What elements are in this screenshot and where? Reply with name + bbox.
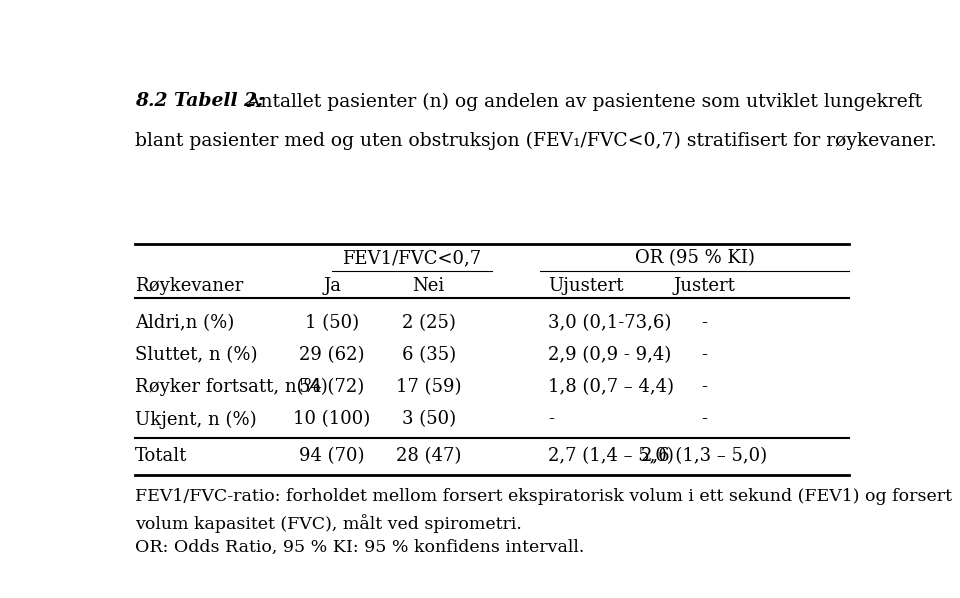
Text: 2,6 (1,3 – 5,0): 2,6 (1,3 – 5,0) <box>641 447 767 465</box>
Text: Nei: Nei <box>413 277 444 295</box>
Text: -: - <box>701 410 707 428</box>
Text: Ukjent, n (%): Ukjent, n (%) <box>134 410 256 429</box>
Text: volum kapasitet (FVC), målt ved spirometri.: volum kapasitet (FVC), målt ved spiromet… <box>134 514 521 533</box>
Text: FEV1/FVC-ratio: forholdet mellom forsert ekspiratorisk volum i ett sekund (FEV1): FEV1/FVC-ratio: forholdet mellom forsert… <box>134 489 952 505</box>
Text: 2 (25): 2 (25) <box>402 314 456 332</box>
Text: 1,8 (0,7 – 4,4): 1,8 (0,7 – 4,4) <box>548 378 674 396</box>
Text: -: - <box>701 314 707 332</box>
Text: 10 (100): 10 (100) <box>294 410 371 428</box>
Text: 54 (72): 54 (72) <box>300 378 365 396</box>
Text: 17 (59): 17 (59) <box>396 378 462 396</box>
Text: Røykevaner: Røykevaner <box>134 277 243 295</box>
Text: -: - <box>548 410 554 428</box>
Text: 2,9 (0,9 - 9,4): 2,9 (0,9 - 9,4) <box>548 346 671 364</box>
Text: 94 (70): 94 (70) <box>300 447 365 465</box>
Text: Sluttet, n (%): Sluttet, n (%) <box>134 346 257 364</box>
Text: 28 (47): 28 (47) <box>396 447 462 465</box>
Text: OR (95 % KI): OR (95 % KI) <box>635 249 755 267</box>
Text: -: - <box>701 378 707 396</box>
Text: -: - <box>701 346 707 364</box>
Text: 8.2 Tabell 2:: 8.2 Tabell 2: <box>134 93 264 111</box>
Text: Totalt: Totalt <box>134 447 187 465</box>
Text: Ja: Ja <box>323 277 341 295</box>
Text: 29 (62): 29 (62) <box>300 346 365 364</box>
Text: 2,7 (1,4 – 5,0): 2,7 (1,4 – 5,0) <box>548 447 674 465</box>
Text: 1 (50): 1 (50) <box>305 314 359 332</box>
Text: blant pasienter med og uten obstruksjon (FEV₁/FVC<0,7) stratifisert for røykevan: blant pasienter med og uten obstruksjon … <box>134 132 937 150</box>
Text: Aldri,n (%): Aldri,n (%) <box>134 314 234 332</box>
Text: Antallet pasienter (n) og andelen av pasientene som utviklet lungekreft: Antallet pasienter (n) og andelen av pas… <box>235 93 923 111</box>
Text: 3 (50): 3 (50) <box>401 410 456 428</box>
Text: Røyker fortsatt, n(%): Røyker fortsatt, n(%) <box>134 378 327 396</box>
Text: Justert: Justert <box>673 277 735 295</box>
Text: FEV1/FVC<0,7: FEV1/FVC<0,7 <box>343 249 482 267</box>
Text: OR: Odds Ratio, 95 % KI: 95 % konfidens intervall.: OR: Odds Ratio, 95 % KI: 95 % konfidens … <box>134 539 585 556</box>
Text: 3,0 (0,1-73,6): 3,0 (0,1-73,6) <box>548 314 671 332</box>
Text: Ujustert: Ujustert <box>548 277 623 295</box>
Text: 6 (35): 6 (35) <box>401 346 456 364</box>
